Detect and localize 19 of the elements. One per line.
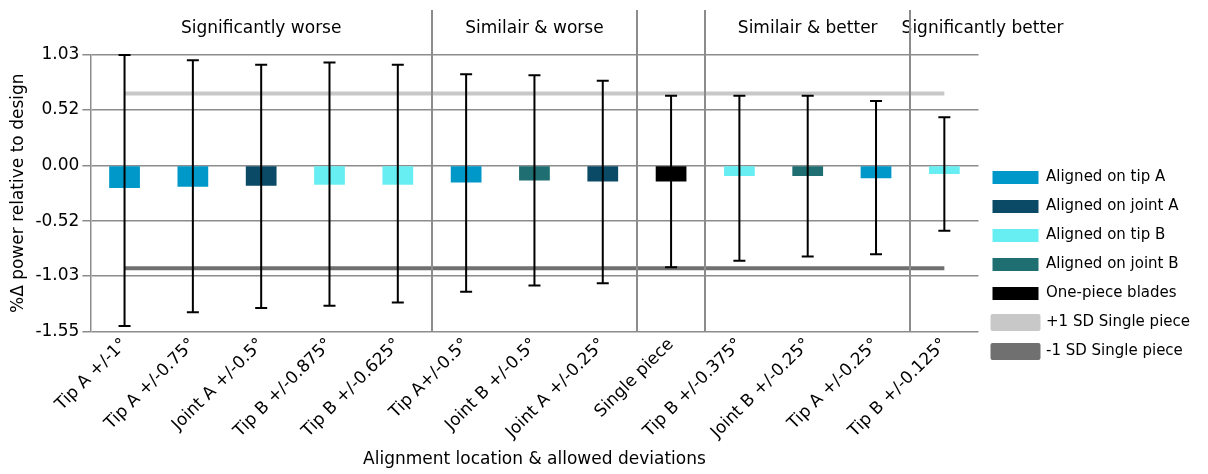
- legend-label: Aligned on joint B: [1046, 254, 1179, 273]
- text: Similair & better: [737, 17, 878, 38]
- text: Significantly better: [901, 17, 1064, 38]
- legend-label: One-piece blades: [1046, 283, 1177, 302]
- y-axis-title: %Δ power relative to design: [6, 73, 27, 314]
- legend-label: Aligned on tip A: [1046, 167, 1166, 186]
- y-tick-label: -1.03: [35, 264, 80, 285]
- y-tick-label: 0.00: [41, 153, 80, 174]
- legend-label: +1 SD Single piece: [1046, 312, 1191, 331]
- y-tick-label: -0.52: [35, 209, 80, 230]
- legend-label: -1 SD Single piece: [1046, 341, 1183, 360]
- legend-label: Aligned on tip B: [1046, 225, 1166, 244]
- y-tick-label: 0.52: [41, 98, 80, 119]
- text: Similair & worse: [465, 17, 604, 38]
- legend-label: Aligned on joint A: [1046, 196, 1180, 215]
- y-tick-label: 1.03: [41, 43, 80, 64]
- y-tick-label: -1.55: [35, 319, 80, 340]
- x-axis-title: Alignment location & allowed deviations: [363, 448, 706, 469]
- text: Significantly worse: [180, 17, 342, 38]
